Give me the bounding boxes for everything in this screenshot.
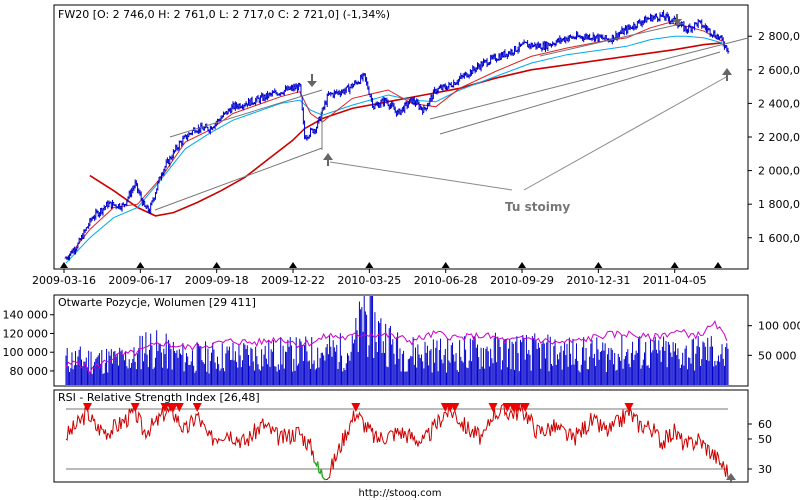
annotation: Tu stoimy bbox=[307, 14, 732, 214]
triangle-icon bbox=[518, 262, 527, 268]
triangle-icon bbox=[670, 262, 679, 268]
footer-url[interactable]: http://stooq.com bbox=[359, 488, 442, 499]
price-y-tick-label: 1 600,0 bbox=[758, 232, 800, 245]
rsi-y-tick-label: 60 bbox=[758, 418, 772, 431]
volume-left-tick-label: 120 000 bbox=[3, 327, 49, 340]
rsi-y-tick-label: 30 bbox=[758, 463, 772, 476]
triangle-icon bbox=[714, 262, 722, 268]
rsi-panel-title: RSI - Relative Strength Index [26,48] bbox=[58, 391, 260, 404]
rsi-line bbox=[65, 402, 729, 480]
channel-upper-line-1 bbox=[169, 89, 323, 138]
volume-left-tick-label: 100 000 bbox=[3, 346, 49, 359]
rsi-marker bbox=[174, 403, 184, 412]
rsi-marker bbox=[520, 403, 530, 412]
annotation-pointer-right bbox=[523, 75, 729, 191]
rsi-oversold-segment bbox=[313, 461, 326, 481]
annotation-label: Tu stoimy bbox=[505, 200, 570, 214]
channel-lower-line-1 bbox=[154, 147, 323, 211]
arrow-down-icon bbox=[672, 14, 682, 25]
triangle-icon bbox=[136, 262, 145, 268]
date-x-tick-label: 2010-06-28 bbox=[414, 274, 478, 287]
volume-panel-title: Otwarte Pozycje, Wolumen [29 411] bbox=[58, 296, 256, 309]
annotation-pointer-left bbox=[329, 161, 513, 191]
rsi-panel: RSI - Relative Strength Index [26,48] 30… bbox=[53, 389, 772, 483]
rsi-y-tick-label: 50 bbox=[758, 433, 772, 446]
rsi-axes: 30 50 60 bbox=[66, 408, 772, 476]
volume-panel: Otwarte Pozycje, Wolumen [29 411] 80 000… bbox=[3, 294, 800, 387]
volume-left-tick-label: 80 000 bbox=[10, 365, 49, 378]
date-x-tick-label: 2009-06-17 bbox=[108, 274, 172, 287]
rsi-marker bbox=[502, 403, 512, 412]
rsi-marker bbox=[624, 403, 634, 412]
rsi-marker bbox=[192, 403, 202, 412]
price-panel-title: FW20 [O: 2 746,0 H: 2 761,0 L: 2 717,0 C… bbox=[58, 8, 390, 21]
series-ma_long bbox=[89, 42, 723, 217]
channel-upper-line-2 bbox=[429, 37, 749, 120]
date-x-tick-label: 2010-03-25 bbox=[337, 274, 401, 287]
arrow-up-icon bbox=[323, 153, 333, 166]
volume-right-tick-label: 50 000 bbox=[758, 349, 797, 362]
triangle-icon bbox=[441, 262, 450, 268]
triangle-icon bbox=[60, 262, 68, 268]
triangle-icon bbox=[365, 262, 374, 268]
arrow-down-icon bbox=[307, 74, 317, 87]
date-x-tick-label: 2011-04-05 bbox=[643, 274, 707, 287]
triangle-icon bbox=[594, 262, 603, 268]
date-x-tick-label: 2010-09-29 bbox=[490, 274, 554, 287]
arrow-up-icon bbox=[726, 473, 736, 480]
arrow-up-icon bbox=[722, 68, 732, 81]
series-ma_mid bbox=[65, 35, 723, 264]
price-y-tick-label: 2 200,0 bbox=[758, 131, 800, 144]
rsi-marker bbox=[82, 403, 92, 412]
open-interest-line bbox=[65, 320, 728, 375]
rsi-marker bbox=[168, 403, 178, 412]
rsi-marker bbox=[130, 403, 140, 412]
price-y-tick-label: 2 000,0 bbox=[758, 165, 800, 178]
volume-axes: 80 000 100 000 120 000 140 000 50 000 100 000 bbox=[3, 309, 800, 378]
rsi-marker bbox=[450, 403, 460, 412]
price-y-tick-label: 2 600,0 bbox=[758, 64, 800, 77]
volume-series-group bbox=[65, 296, 729, 385]
price-panel-frame bbox=[53, 4, 749, 270]
price-y-tick-label: 1 800,0 bbox=[758, 198, 800, 211]
volume-left-tick-label: 140 000 bbox=[3, 309, 49, 322]
rsi-series-group bbox=[65, 402, 736, 483]
triangle-icon bbox=[212, 262, 221, 268]
rsi-marker bbox=[512, 403, 522, 412]
rsi-marker bbox=[488, 403, 498, 412]
channel-upper-line-3 bbox=[539, 22, 686, 57]
price-y-axis: 1 600,0 1 800,0 2 000,0 2 200,0 2 400,0 2 600… bbox=[748, 30, 800, 245]
date-x-tick-label: 2009-12-22 bbox=[261, 274, 325, 287]
price-y-tick-label: 2 400,0 bbox=[758, 97, 800, 110]
rsi-marker bbox=[160, 403, 170, 412]
date-x-tick-label: 2010-12-31 bbox=[566, 274, 630, 287]
date-x-tick-label: 2009-09-18 bbox=[185, 274, 249, 287]
rsi-marker bbox=[351, 403, 361, 412]
price-series-group bbox=[64, 10, 730, 264]
date-x-tick-label: 2009-03-16 bbox=[32, 274, 96, 287]
trend-channel bbox=[154, 22, 749, 211]
volume-right-tick-label: 100 000 bbox=[758, 320, 800, 333]
triangle-icon bbox=[289, 262, 298, 268]
date-x-axis: 2009-03-16 2009-06-17 2009-09-18 2009-12-22… bbox=[32, 262, 722, 287]
price-panel: FW20 [O: 2 746,0 H: 2 761,0 L: 2 717,0 C… bbox=[32, 4, 800, 287]
channel-lower-line-2 bbox=[439, 51, 721, 135]
price-y-tick-label: 2 800,0 bbox=[758, 30, 800, 43]
